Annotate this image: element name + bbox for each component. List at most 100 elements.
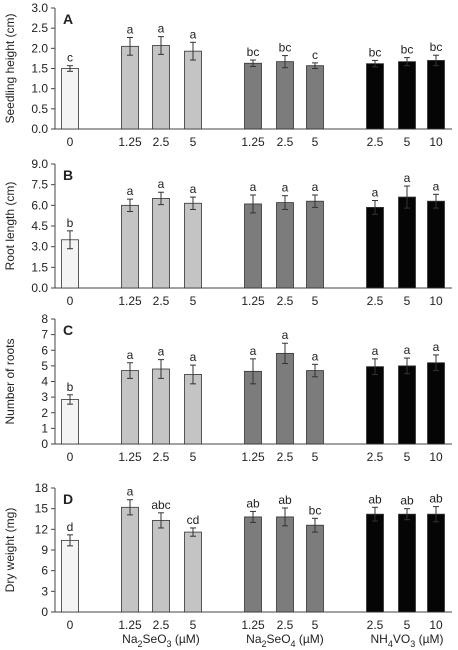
y-tick-label: 8 (41, 312, 48, 326)
bar (366, 63, 384, 130)
significance-letter: a (433, 179, 440, 193)
y-tick-label: 0.5 (31, 102, 48, 116)
x-tick-label: 1.25 (118, 450, 142, 464)
bar (276, 352, 294, 445)
bar (427, 60, 445, 130)
x-tick-label: 0 (67, 294, 74, 308)
significance-letter: a (404, 343, 411, 357)
bar (244, 203, 262, 289)
significance-letter: a (250, 344, 257, 358)
y-tick-label: 12 (35, 522, 49, 536)
x-tick-label: 1.25 (241, 618, 265, 632)
bar (61, 68, 79, 130)
bar (121, 370, 139, 445)
significance-letter: ab (246, 496, 260, 510)
x-tick-label: 1.25 (241, 135, 265, 149)
significance-letter: ab (278, 493, 292, 507)
y-tick-label: 9.0 (31, 157, 48, 171)
significance-letter: a (158, 177, 165, 191)
y-tick-label: 1.5 (31, 62, 48, 76)
panel-label: D (63, 491, 73, 507)
x-tick-label: 1.25 (118, 618, 142, 632)
group-label: NH4VO3 (µM) (371, 632, 444, 649)
x-tick-label: 2.5 (277, 450, 294, 464)
bar (184, 202, 202, 289)
group-labels: Na2SeO3 (µM) Na2SeO4 (µM) NH4VO3 (µM) (122, 632, 443, 649)
x-tick-label: 2.5 (153, 135, 170, 149)
x-tick-label: 5 (404, 294, 411, 308)
significance-letter: a (190, 182, 197, 196)
x-tick-label: 10 (429, 135, 443, 149)
bar (184, 50, 202, 130)
significance-letter: bc (309, 503, 322, 517)
bar (306, 370, 324, 445)
bar (152, 519, 170, 613)
significance-letter: c (312, 48, 318, 62)
y-tick-label: 7 (41, 328, 48, 342)
x-tick-label: 5 (404, 450, 411, 464)
bar (121, 204, 139, 289)
significance-letter: a (372, 186, 379, 200)
x-tick-label: 2.5 (367, 450, 384, 464)
bar (152, 45, 170, 130)
bar (306, 200, 324, 289)
significance-letter: a (127, 485, 134, 499)
y-tick-label: 0 (41, 605, 48, 619)
significance-letter: b (67, 380, 74, 394)
significance-letter: a (190, 27, 197, 41)
y-tick-label: 6 (41, 564, 48, 578)
x-tick-label: 2.5 (277, 294, 294, 308)
chart-panel-b: 0.0 1.5 3.0 4.5 6.0 7.5 9.0 Root length (cm) Bb 0… (3, 157, 452, 308)
significance-letter: ab (429, 492, 443, 506)
y-tick-label: 5 (41, 359, 48, 373)
y-tick-label: 2 (41, 406, 48, 420)
x-tick-label: 5 (190, 294, 197, 308)
chart-panel-a: 0.0 0.5 1.0 1.5 2.0 2.5 3.0 Seedling height (cm… (3, 1, 452, 149)
y-tick-label: 6.0 (31, 198, 48, 212)
x-tick-label: 5 (190, 450, 197, 464)
bar (366, 366, 384, 445)
significance-letter: a (433, 340, 440, 354)
bar (184, 531, 202, 613)
x-tick-label: 0 (67, 618, 74, 632)
significance-letter: a (250, 180, 257, 194)
y-tick-label: 9 (41, 543, 48, 557)
bar (398, 61, 416, 130)
y-tick-label: 1.5 (31, 260, 48, 274)
y-tick-label: 3.0 (31, 1, 48, 15)
x-tick-label: 1.25 (241, 294, 265, 308)
bar (276, 61, 294, 130)
y-tick-label: 3.0 (31, 240, 48, 254)
y-tick-label: 0 (41, 437, 48, 451)
y-tick-label: 18 (35, 481, 49, 495)
significance-letter: a (127, 348, 134, 362)
significance-letter: ab (368, 492, 382, 506)
y-tick-label: 2.0 (31, 41, 48, 55)
x-tick-label: 1.25 (118, 294, 142, 308)
significance-letter: c (67, 51, 73, 65)
y-tick-label: 1 (41, 421, 48, 435)
group-label: Na2SeO3 (µM) (122, 632, 200, 649)
significance-letter: a (158, 22, 165, 36)
significance-letter: a (404, 171, 411, 185)
x-tick-label: 10 (429, 450, 443, 464)
x-tick-label: 10 (429, 294, 443, 308)
x-tick-label: 2.5 (277, 135, 294, 149)
bar (152, 198, 170, 289)
significance-letter: b (67, 216, 74, 230)
significance-letter: a (158, 345, 165, 359)
y-tick-label: 4 (41, 375, 48, 389)
x-tick-label: 5 (404, 618, 411, 632)
y-axis-label: Number of roots (3, 338, 17, 424)
y-tick-label: 3 (41, 584, 48, 598)
significance-letter: ab (400, 494, 414, 508)
y-axis-label: Seedling height (cm) (3, 13, 17, 123)
x-tick-label: 5 (312, 450, 319, 464)
x-tick-label: 5 (404, 135, 411, 149)
y-tick-label: 15 (35, 502, 49, 516)
y-tick-label: 0.0 (31, 281, 48, 295)
x-tick-label: 2.5 (153, 618, 170, 632)
x-tick-label: 2.5 (277, 618, 294, 632)
significance-letter: d (67, 520, 74, 534)
